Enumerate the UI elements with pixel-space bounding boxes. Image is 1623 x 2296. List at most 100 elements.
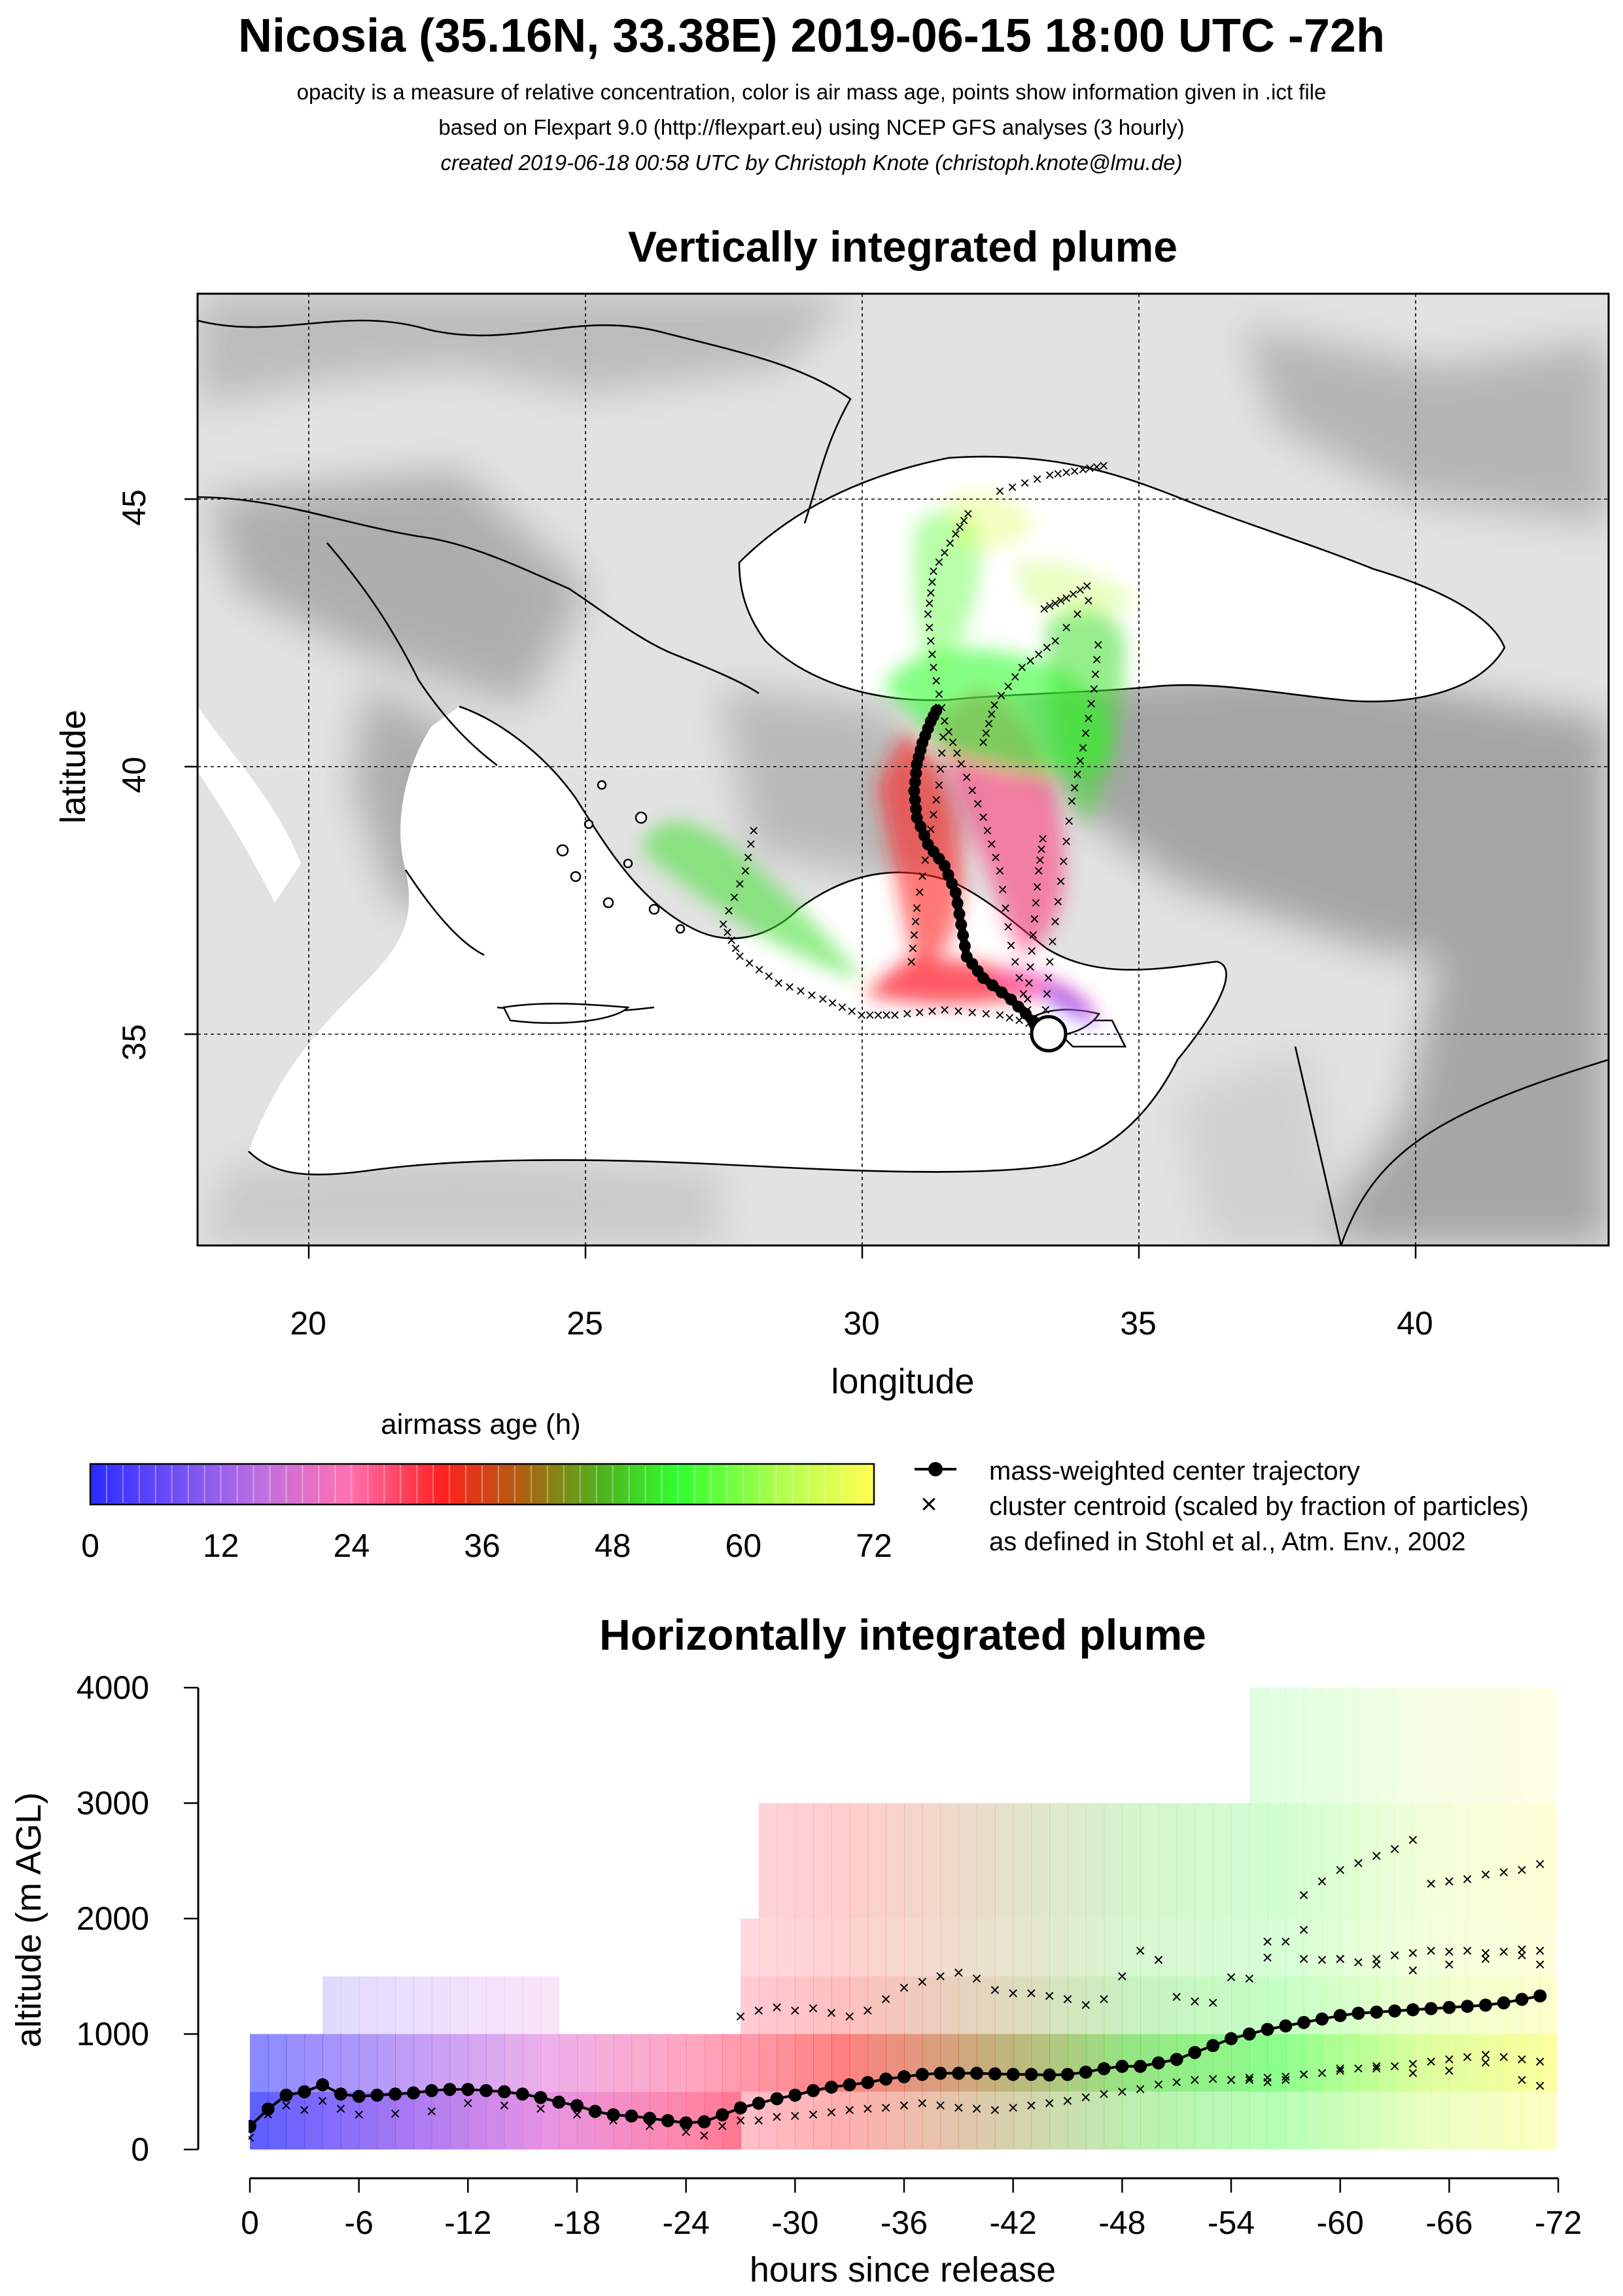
altitude-x-tick-labels: 0 -6 -12 -18 -24 -30 -36 -42 -48 -54 -60 -66 -72 — [241, 2204, 1582, 2241]
altitude-center-trajectory-point — [898, 2070, 911, 2083]
altitude-center-trajectory-point — [370, 2089, 384, 2102]
altitude-concentration-cell — [795, 1803, 814, 1919]
altitude-concentration-cell — [1085, 2091, 1105, 2149]
altitude-concentration-cell — [1267, 1919, 1287, 1977]
center-trajectory-point — [1020, 1007, 1032, 1020]
altitude-concentration-cell — [1285, 1919, 1304, 1977]
altitude-cluster-cross: × — [1208, 1992, 1218, 2013]
altitude-concentration-cell — [741, 1919, 759, 1977]
cluster-centroid-cross: × — [1061, 588, 1071, 608]
cluster-centroid-cross: × — [1022, 989, 1032, 1009]
altitude-concentration-cell — [1213, 1919, 1232, 1977]
cluster-centroid-cross: × — [979, 733, 988, 752]
altitude-concentration-cell — [1231, 1976, 1250, 2034]
cluster-centroid-cross: × — [1061, 617, 1071, 637]
cluster-centroid-cross: × — [948, 733, 958, 752]
altitude-concentration-cell — [831, 1919, 850, 1977]
altitude-concentration-cell — [1522, 2091, 1541, 2149]
altitude-concentration-cell — [1249, 2091, 1268, 2149]
altitude-concentration-cell — [1467, 1919, 1486, 1977]
altitude-concentration-cell — [795, 1976, 814, 2034]
altitude-cluster-cross: × — [1408, 2063, 1418, 2083]
cluster-centroid-cross: × — [1058, 852, 1068, 871]
cluster-centroid-cross: × — [873, 1005, 883, 1025]
altitude-concentration-cell — [1540, 1919, 1557, 1977]
altitude-cluster-cross: × — [1462, 1940, 1473, 1960]
cluster-centroid-cross: × — [795, 981, 805, 1001]
altitude-concentration-cell — [1085, 1976, 1105, 2034]
cluster-centroid-cross: × — [856, 1005, 866, 1025]
altitude-center-trajectory-point — [1242, 2027, 1256, 2041]
altitude-center-trajectory-point — [1134, 2059, 1147, 2073]
cluster-centroid-cross: × — [882, 1005, 892, 1025]
center-trajectory-point — [986, 979, 999, 992]
altitude-axis-ticks — [184, 1686, 1560, 2193]
altitude-concentration-cell — [1085, 1803, 1105, 1919]
altitude-concentration-cell — [1068, 2091, 1087, 2149]
altitude-cluster-cross: × — [390, 2103, 400, 2123]
altitude-concentration-cell — [1503, 2034, 1523, 2092]
altitude-y-tick-label: 0 — [131, 2131, 149, 2168]
cluster-centroid-cross: × — [1032, 469, 1042, 489]
altitude-title: Horizontally integrated plume — [599, 1610, 1206, 1659]
altitude-x-tick-label: -66 — [1425, 2204, 1473, 2241]
altitude-center-trajectory-point — [734, 2101, 747, 2115]
cluster-centroid-cross: × — [1072, 765, 1082, 784]
map-title: Vertically integrated plume — [628, 222, 1178, 271]
altitude-concentration-cell — [1158, 2091, 1178, 2149]
cluster-centroid-cross: × — [1075, 751, 1085, 771]
altitude-center-trajectory-point — [788, 2089, 802, 2102]
cluster-centroid-cross: × — [744, 953, 754, 973]
altitude-center-trajectory-point — [625, 2109, 638, 2123]
cluster-centroid-cross: × — [984, 714, 994, 733]
altitude-concentration-cell — [922, 1919, 941, 1977]
altitude-concentration-cell — [867, 1803, 887, 1919]
altitude-concentration-cell — [1122, 1976, 1141, 2034]
cluster-centroid-cross: × — [1030, 909, 1039, 928]
cluster-centroid-cross: × — [1051, 593, 1060, 613]
altitude-concentration-cell — [504, 2091, 523, 2149]
altitude-concentration-cell — [1213, 1803, 1232, 1919]
altitude-concentration-cell — [795, 1919, 814, 1977]
cluster-centroid-cross: × — [729, 888, 739, 907]
altitude-center-trajectory-point — [1188, 2045, 1202, 2059]
map-trajectory-layer: ××××××××××××××××××××××××××××××××××××××××… — [718, 456, 1109, 1052]
altitude-cluster-cross: × — [771, 1997, 782, 2017]
altitude-concentration-cell — [1522, 2034, 1541, 2092]
cluster-centroid-cross: × — [1027, 941, 1037, 960]
altitude-concentration-cell — [1049, 2091, 1068, 2149]
altitude-concentration-cell — [1340, 1976, 1359, 2034]
cluster-centroid-cross: × — [1092, 457, 1102, 477]
altitude-cluster-cross: × — [1371, 1955, 1382, 1975]
altitude-cluster-cross: × — [1462, 2047, 1473, 2067]
altitude-concentration-cell — [1176, 1803, 1196, 1919]
altitude-concentration-cell — [1467, 2091, 1486, 2149]
altitude-cluster-cross: × — [1244, 2068, 1255, 2088]
cluster-centroid-cross: × — [1028, 925, 1038, 945]
altitude-center-trajectory-point — [1061, 2068, 1074, 2081]
altitude-concentration-cell — [1358, 2091, 1378, 2149]
altitude-cluster-cross: × — [1516, 1939, 1527, 1960]
altitude-concentration-cell — [1049, 1919, 1068, 1977]
altitude-concentration-cell — [1104, 1803, 1123, 1919]
altitude-cluster-cross: × — [771, 2107, 782, 2127]
cluster-centroid-cross: × — [1042, 984, 1052, 1003]
legend-entry-2: cluster centroid (scaled by fraction of … — [989, 1492, 1529, 1521]
altitude-cluster-cross: × — [1280, 2070, 1291, 2090]
altitude-concentration-cell — [377, 2034, 396, 2092]
altitude-cluster-cross: × — [1480, 1943, 1491, 1963]
altitude-y-tick-label: 4000 — [77, 1669, 149, 1706]
cluster-centroid-cross: × — [920, 850, 930, 869]
map-y-tick-label: 45 — [116, 489, 152, 526]
altitude-concentration-cell — [1358, 1919, 1378, 1977]
colorbar — [89, 1463, 875, 1506]
altitude-cluster-cross: × — [862, 2098, 873, 2119]
altitude-cluster-cross: × — [1335, 1949, 1345, 1969]
altitude-cluster-cross: × — [1117, 1966, 1127, 1986]
altitude-plot-area: × × × × × × × × × × × × × × × × × × × × × × × × × × × × × × × × × × × × × × × ×… — [249, 1688, 1557, 2149]
altitude-concentration-cell — [758, 1803, 778, 1919]
altitude-concentration-cell — [1503, 1919, 1523, 1977]
altitude-concentration-cell — [1031, 2034, 1051, 2092]
cluster-centroid-cross: × — [807, 985, 816, 1005]
altitude-concentration-cell — [395, 1976, 414, 2034]
